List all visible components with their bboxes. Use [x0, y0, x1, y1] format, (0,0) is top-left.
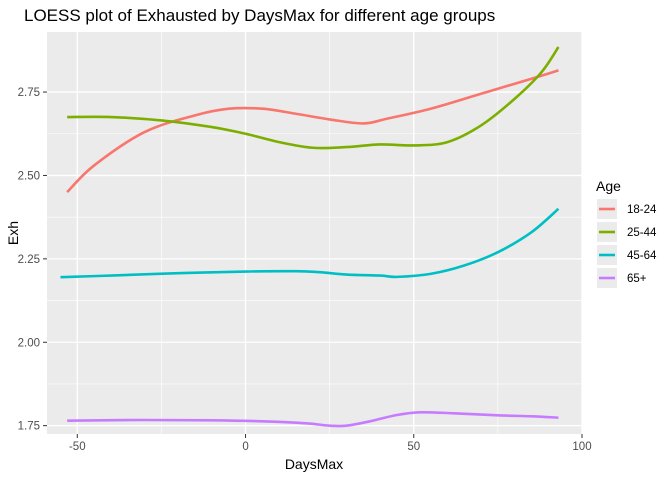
x-axis-title: DaysMax: [285, 456, 343, 472]
legend-label-18-24: 18-24: [627, 204, 657, 216]
legend-label-25-44: 25-44: [627, 227, 657, 239]
x-tick-label: -50: [69, 441, 86, 453]
y-axis-title: Exh: [5, 221, 21, 245]
y-axis-ticks: 1.75 2.00 2.25 2.50 2.75: [18, 87, 47, 433]
y-tick-label: 2.75: [18, 87, 40, 99]
x-tick-label: 50: [407, 441, 420, 453]
series-line-25-44: [67, 46, 560, 150]
legend: 18-24 25-44 45-64 65+: [597, 199, 657, 288]
legend-title: Age: [596, 178, 621, 194]
series-line-45-64: [60, 207, 560, 279]
series-line-65: [67, 410, 559, 428]
major-gridlines: [47, 32, 583, 434]
legend-label-45-64: 45-64: [627, 250, 657, 262]
y-tick-label: 2.00: [18, 337, 40, 349]
y-tick-label: 1.75: [18, 421, 40, 433]
x-axis-ticks: -50 0 50 100: [69, 434, 592, 453]
chart-title: LOESS plot of Exhausted by DaysMax for d…: [24, 6, 495, 25]
series-line-18-24: [66, 69, 559, 194]
x-tick-label: 100: [572, 441, 591, 453]
plot-panel: [47, 32, 582, 434]
series-lines: [60, 46, 560, 428]
legend-label-65: 65+: [627, 273, 647, 285]
minor-gridlines: [47, 32, 582, 434]
y-tick-label: 2.50: [18, 170, 40, 182]
y-tick-label: 2.25: [18, 254, 40, 266]
x-tick-label: 0: [242, 441, 248, 453]
